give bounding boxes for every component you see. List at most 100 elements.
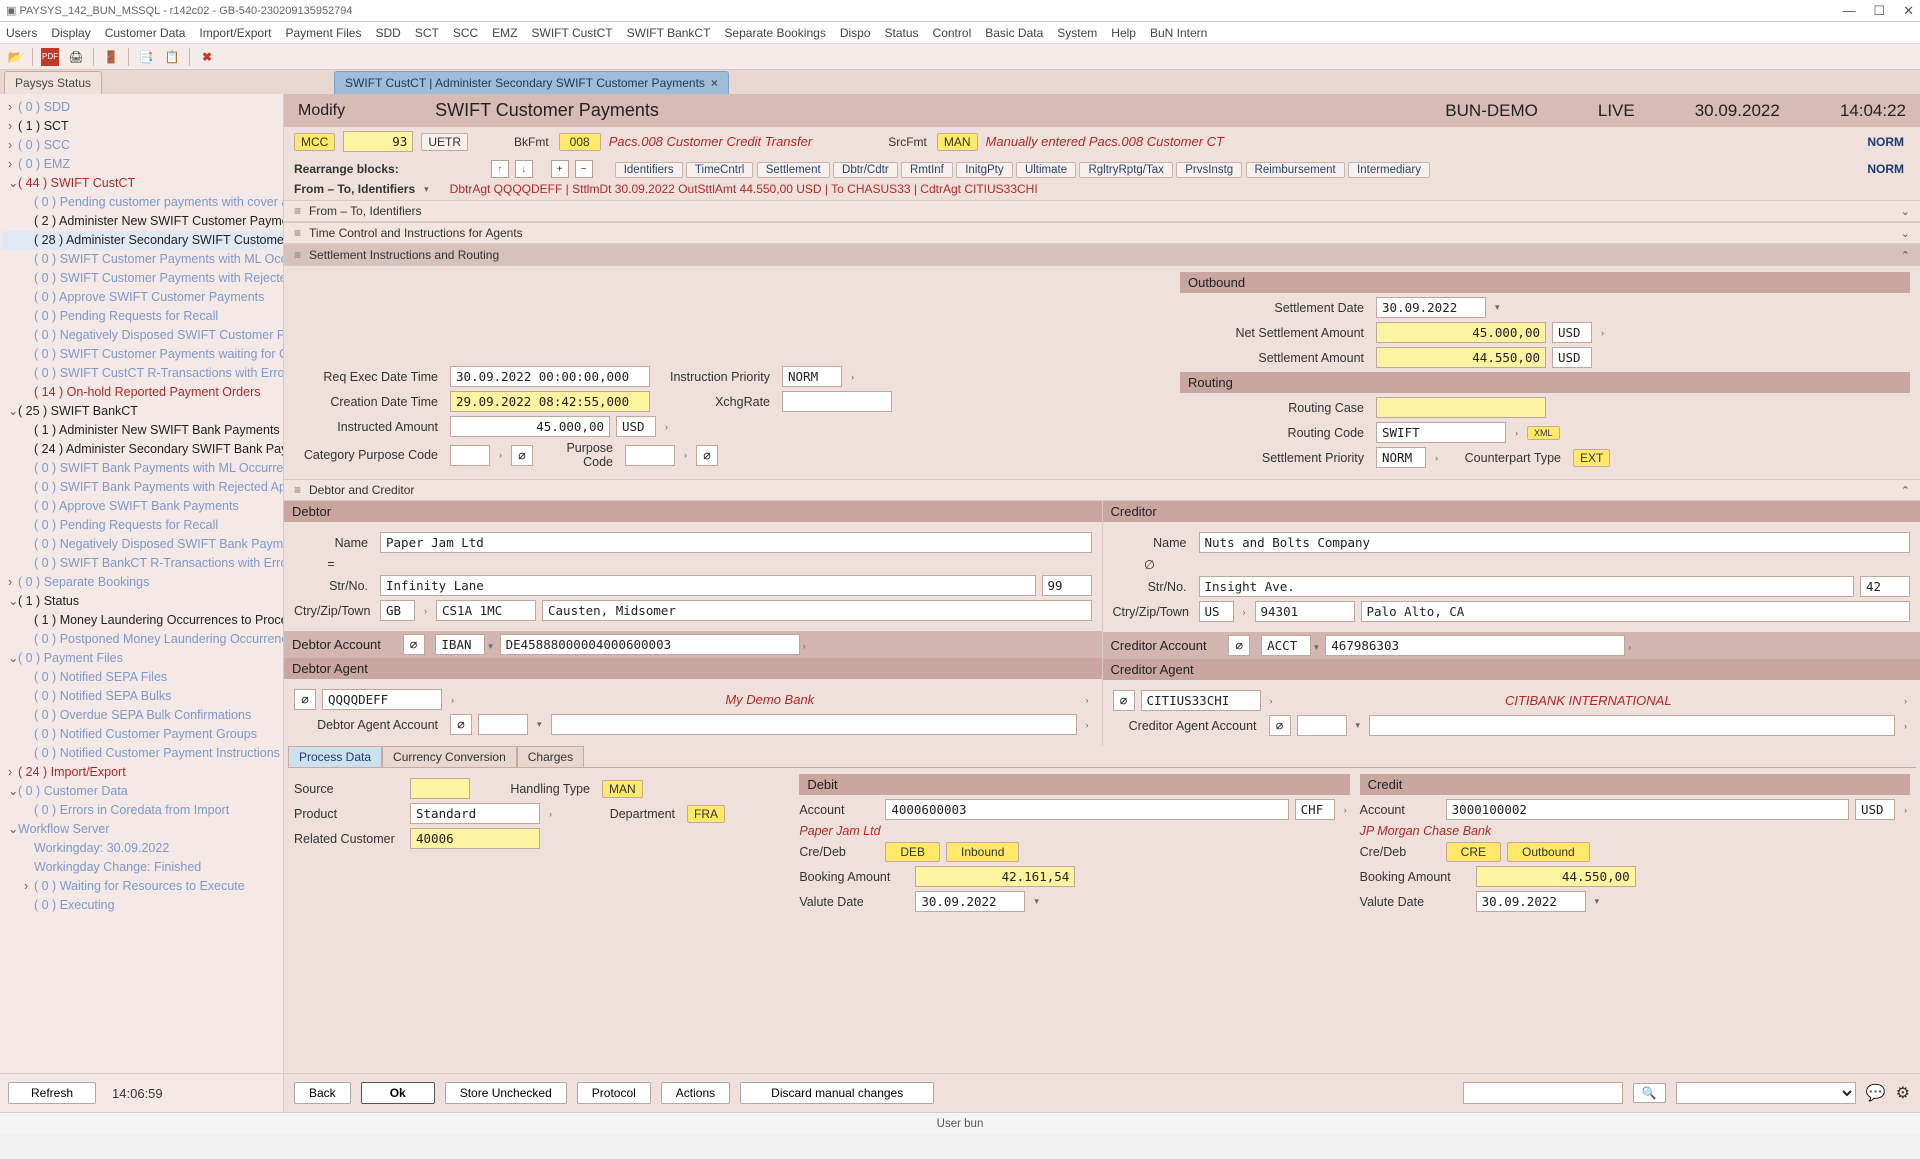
caa-value-input[interactable]: [1369, 715, 1895, 736]
net-settlement-amount-input[interactable]: [1376, 322, 1546, 343]
menu-item[interactable]: System: [1057, 26, 1097, 40]
source-input[interactable]: [410, 778, 470, 799]
settlement-amount-input[interactable]: [1376, 347, 1546, 368]
menu-item[interactable]: BuN Intern: [1150, 26, 1207, 40]
rearrange-block-button[interactable]: RmtInf: [901, 162, 953, 178]
menu-item[interactable]: Separate Bookings: [724, 26, 825, 40]
arrow-down-icon[interactable]: ↓: [515, 160, 533, 178]
debtor-agent-flag-input[interactable]: [294, 689, 316, 710]
credit-valute-date-input[interactable]: [1476, 891, 1586, 912]
menu-item[interactable]: Basic Data: [985, 26, 1043, 40]
settlement-priority-input[interactable]: [1376, 447, 1426, 468]
flag-button[interactable]: ∅: [1113, 557, 1193, 572]
debtor-zip-input[interactable]: [436, 600, 536, 621]
tree-item[interactable]: ›( 1 ) SCT: [2, 117, 281, 136]
chat-icon[interactable]: 💬: [1866, 1083, 1886, 1103]
folder-open-icon[interactable]: 📂: [6, 48, 24, 66]
tree-item[interactable]: ( 0 ) SWIFT Customer Payments with ML Oc…: [2, 250, 281, 269]
plus-icon[interactable]: +: [551, 160, 569, 178]
tree-item[interactable]: ( 0 ) SWIFT Bank Payments with Rejected …: [2, 478, 281, 497]
lower-tab[interactable]: Currency Conversion: [382, 746, 517, 767]
tree-item[interactable]: ( 0 ) Postponed Money Laundering Occurre…: [2, 630, 281, 649]
back-button[interactable]: Back: [294, 1082, 351, 1104]
refresh-button[interactable]: Refresh: [8, 1082, 96, 1104]
creditor-acct-flag-input[interactable]: [1228, 635, 1250, 656]
creation-datetime-input[interactable]: [450, 391, 650, 412]
tree-item[interactable]: ( 0 ) Negatively Disposed SWIFT Bank Pay…: [2, 535, 281, 554]
tree-item[interactable]: ( 2 ) Administer New SWIFT Customer Paym…: [2, 212, 281, 231]
creditor-agent-flag-input[interactable]: [1113, 690, 1135, 711]
menu-item[interactable]: Control: [933, 26, 972, 40]
menu-item[interactable]: Users: [6, 26, 37, 40]
creditor-street-input[interactable]: [1199, 576, 1855, 597]
debtor-agent-bic-input[interactable]: [322, 689, 442, 710]
debtor-town-input[interactable]: [542, 600, 1092, 621]
chevron-right-icon[interactable]: ›: [848, 372, 857, 382]
daa-type-input[interactable]: [478, 714, 528, 735]
tree-item[interactable]: ⌄Workflow Server: [2, 820, 281, 839]
menu-item[interactable]: Import/Export: [199, 26, 271, 40]
menu-item[interactable]: SCT: [415, 26, 439, 40]
debtor-street-input[interactable]: [380, 575, 1036, 596]
tree-item[interactable]: ⌄( 0 ) Payment Files: [2, 649, 281, 668]
creditor-town-input[interactable]: [1361, 601, 1911, 622]
instructed-currency-input[interactable]: [616, 416, 656, 437]
tree-item[interactable]: ( 0 ) SWIFT BankCT R-Transactions with E…: [2, 554, 281, 573]
ok-button[interactable]: Ok: [361, 1082, 435, 1104]
tree-item[interactable]: ( 0 ) Executing: [2, 896, 281, 915]
caa-type-input[interactable]: [1297, 715, 1347, 736]
debtor-name-input[interactable]: [380, 532, 1092, 553]
tree-item[interactable]: ( 0 ) Notified SEPA Files: [2, 668, 281, 687]
cpc-flag-input[interactable]: [511, 445, 533, 466]
creditor-agent-bic-input[interactable]: [1141, 690, 1261, 711]
tab-close-icon[interactable]: ×: [711, 76, 718, 90]
chevron-down-icon[interactable]: ▾: [421, 184, 432, 195]
menu-item[interactable]: Display: [51, 26, 90, 40]
credit-booking-amount-input[interactable]: [1476, 866, 1636, 887]
creditor-acct-type-input[interactable]: [1261, 635, 1311, 656]
copy-icon[interactable]: 📑: [137, 48, 155, 66]
xml-chip[interactable]: XML: [1527, 426, 1560, 440]
debit-account-input[interactable]: [885, 799, 1288, 820]
lower-tab[interactable]: Charges: [517, 746, 584, 767]
tree-item[interactable]: ⌄( 1 ) Status: [2, 592, 281, 611]
close-icon[interactable]: ✕: [1903, 3, 1914, 19]
rearrange-block-button[interactable]: TimeCntrl: [686, 162, 753, 178]
menu-item[interactable]: Status: [885, 26, 919, 40]
mcc-value[interactable]: [343, 131, 413, 152]
tree-item[interactable]: ›( 0 ) EMZ: [2, 155, 281, 174]
debtor-country-input[interactable]: [380, 600, 415, 621]
actions-button[interactable]: Actions: [661, 1082, 730, 1104]
caa-flag-input[interactable]: [1269, 715, 1291, 736]
category-purpose-code-input[interactable]: [450, 445, 490, 466]
menu-item[interactable]: Help: [1111, 26, 1136, 40]
tree-item[interactable]: ( 0 ) Approve SWIFT Bank Payments: [2, 497, 281, 516]
menu-item[interactable]: SWIFT CustCT: [532, 26, 613, 40]
purpose-code-input[interactable]: [625, 445, 675, 466]
creditor-zip-input[interactable]: [1255, 601, 1355, 622]
creditor-acct-input[interactable]: [1325, 635, 1625, 656]
tree-item[interactable]: ›( 0 ) SCC: [2, 136, 281, 155]
tree-item[interactable]: ›( 24 ) Import/Export: [2, 763, 281, 782]
discard-changes-button[interactable]: Discard manual changes: [740, 1082, 934, 1104]
tree-item[interactable]: ( 0 ) Errors in Coredata from Import: [2, 801, 281, 820]
tree-item[interactable]: ⌄( 44 ) SWIFT CustCT: [2, 174, 281, 193]
debtor-street-no-input[interactable]: [1042, 575, 1092, 596]
expand-icon[interactable]: ⌄: [1901, 227, 1910, 240]
equals-button[interactable]: =: [294, 557, 374, 571]
req-exec-datetime-input[interactable]: [450, 366, 650, 387]
debtor-iban-input[interactable]: [500, 634, 800, 655]
routing-case-input[interactable]: [1376, 397, 1546, 418]
creditor-street-no-input[interactable]: [1860, 576, 1910, 597]
section-debtor-creditor[interactable]: ≡ Debtor and Creditor ⌃: [284, 479, 1920, 501]
debtor-acct-type-input[interactable]: [435, 634, 485, 655]
search-input[interactable]: [1463, 1082, 1623, 1104]
gear-icon[interactable]: ⚙: [1896, 1083, 1910, 1103]
credit-currency-input[interactable]: [1855, 799, 1895, 820]
tree-item[interactable]: ( 24 ) Administer Secondary SWIFT Bank P…: [2, 440, 281, 459]
menu-item[interactable]: Customer Data: [105, 26, 186, 40]
routing-code-input[interactable]: [1376, 422, 1506, 443]
creditor-name-input[interactable]: [1199, 532, 1911, 553]
rearrange-block-button[interactable]: PrvsInstg: [1176, 162, 1242, 178]
collapse-icon[interactable]: ⌃: [1901, 484, 1910, 497]
